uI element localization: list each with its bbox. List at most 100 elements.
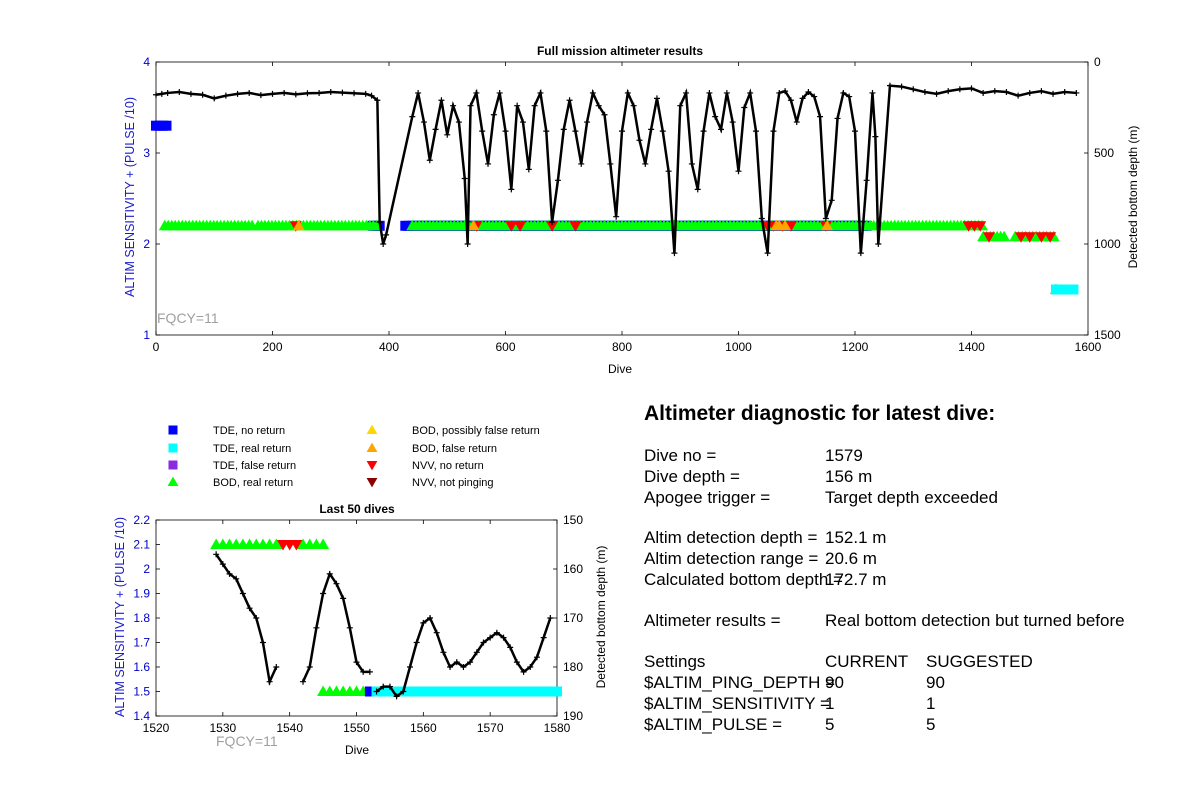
depth-point bbox=[822, 215, 829, 222]
legend-item-nvv-no-return: NVV, no return bbox=[366, 460, 484, 472]
legend-item-bod-false: BOD, false return bbox=[366, 442, 497, 455]
depth-point bbox=[560, 126, 567, 133]
data-marker bbox=[384, 686, 395, 697]
bottom-chart-y2label: Detected bottom depth (m) bbox=[594, 546, 608, 689]
x-tick-label: 800 bbox=[612, 340, 632, 354]
depth-point bbox=[164, 89, 171, 96]
top-chart-title: Full mission altimeter results bbox=[537, 44, 703, 58]
depth-point bbox=[409, 113, 416, 120]
y2-tick-label: 1000 bbox=[1094, 237, 1121, 251]
depth-point bbox=[490, 111, 497, 118]
diag-value: Real bottom detection but turned before bbox=[825, 611, 1125, 630]
legend-marker bbox=[167, 476, 179, 487]
depth-point bbox=[327, 89, 334, 96]
depth-point bbox=[259, 639, 266, 646]
legend-label: BOD, possibly false return bbox=[412, 425, 540, 437]
depth-point bbox=[346, 624, 353, 631]
depth-point bbox=[316, 89, 323, 96]
legend-marker bbox=[366, 477, 378, 488]
depth-point bbox=[340, 595, 347, 602]
depth-point bbox=[857, 250, 864, 257]
depth-series-line bbox=[215, 553, 278, 686]
data-marker bbox=[465, 686, 476, 697]
depth-point bbox=[420, 619, 427, 626]
depth-point bbox=[460, 664, 467, 670]
data-marker bbox=[784, 221, 797, 232]
data-marker bbox=[467, 219, 480, 231]
depth-point bbox=[584, 119, 591, 126]
depth-point bbox=[222, 92, 229, 99]
depth-point bbox=[630, 102, 637, 109]
depth-point bbox=[554, 177, 561, 184]
depth-point bbox=[450, 102, 457, 109]
data-marker bbox=[1035, 232, 1048, 243]
depth-point bbox=[659, 128, 666, 135]
bottom-plot-area: 1520 1530 1540 1550 1560 1570 1580 1.4 1.5 1.6 1.7… bbox=[133, 513, 583, 735]
depth-point bbox=[440, 649, 447, 656]
legend: TDE, no return TDE, real return TDE, false… bbox=[167, 424, 540, 489]
depth-point bbox=[752, 128, 759, 135]
y-tick-label: 2.1 bbox=[133, 538, 150, 552]
depth-point bbox=[438, 97, 445, 104]
depth-point bbox=[537, 89, 544, 96]
depth-point bbox=[665, 168, 672, 175]
y-tick-label: 3 bbox=[143, 146, 150, 160]
depth-point bbox=[776, 89, 783, 96]
diagnostic-title: Altimeter diagnostic for latest dive: bbox=[644, 402, 996, 425]
depth-point bbox=[239, 590, 246, 597]
data-marker bbox=[525, 686, 536, 697]
depth-point bbox=[607, 160, 614, 167]
y-tick-label: 1.5 bbox=[133, 685, 150, 699]
diag-value: Target depth exceeded bbox=[825, 488, 998, 507]
depth-point bbox=[213, 551, 220, 558]
depth-point bbox=[234, 90, 241, 97]
x-tick-label: 1560 bbox=[410, 721, 437, 735]
legend-label: BOD, false return bbox=[412, 443, 497, 455]
data-marker bbox=[998, 230, 1011, 242]
settings-header-current: CURRENT bbox=[825, 652, 909, 671]
depth-point bbox=[805, 89, 812, 96]
depth-point bbox=[869, 89, 876, 96]
depth-point bbox=[386, 683, 393, 690]
depth-point bbox=[735, 168, 742, 175]
depth-point bbox=[313, 624, 320, 631]
x-tick-label: 200 bbox=[262, 340, 282, 354]
depth-point bbox=[360, 668, 367, 675]
marker-series-nvv-no-return bbox=[276, 540, 303, 551]
y-tick-label: 1.6 bbox=[133, 660, 150, 674]
depth-point bbox=[479, 128, 486, 135]
data-marker bbox=[471, 686, 482, 697]
data-marker bbox=[411, 686, 422, 697]
depth-point bbox=[572, 128, 579, 135]
depth-point bbox=[636, 137, 643, 144]
settings-current: 5 bbox=[825, 715, 835, 734]
depth-point bbox=[400, 688, 407, 695]
settings-suggested: 1 bbox=[926, 694, 936, 713]
depth-point bbox=[531, 102, 538, 109]
depth-point bbox=[447, 664, 454, 670]
depth-point bbox=[333, 580, 340, 587]
depth-point bbox=[1061, 89, 1068, 96]
depth-point bbox=[747, 89, 754, 96]
depth-point bbox=[921, 89, 928, 96]
data-marker bbox=[270, 538, 283, 549]
depth-point bbox=[393, 693, 400, 700]
data-marker bbox=[431, 686, 442, 697]
depth-point bbox=[433, 629, 440, 636]
data-marker bbox=[505, 221, 518, 232]
top-chart-fqcy: FQCY=11 bbox=[157, 310, 219, 326]
depth-point bbox=[834, 115, 841, 122]
legend-marker bbox=[366, 442, 378, 453]
y-tick-label: 2 bbox=[143, 562, 150, 576]
diag-label: Calculated bottom depth = bbox=[644, 570, 843, 589]
data-marker bbox=[974, 221, 987, 232]
x-tick-label: 1600 bbox=[1075, 340, 1102, 354]
depth-point bbox=[1026, 89, 1033, 96]
legend-item-tde-real-return: TDE, real return bbox=[168, 443, 291, 455]
x-tick-label: 1540 bbox=[276, 721, 303, 735]
legend-marker bbox=[366, 460, 378, 471]
depth-point bbox=[508, 186, 515, 193]
legend-marker bbox=[168, 443, 178, 453]
depth-point bbox=[353, 659, 360, 666]
diag-label: Dive no = bbox=[644, 446, 717, 465]
